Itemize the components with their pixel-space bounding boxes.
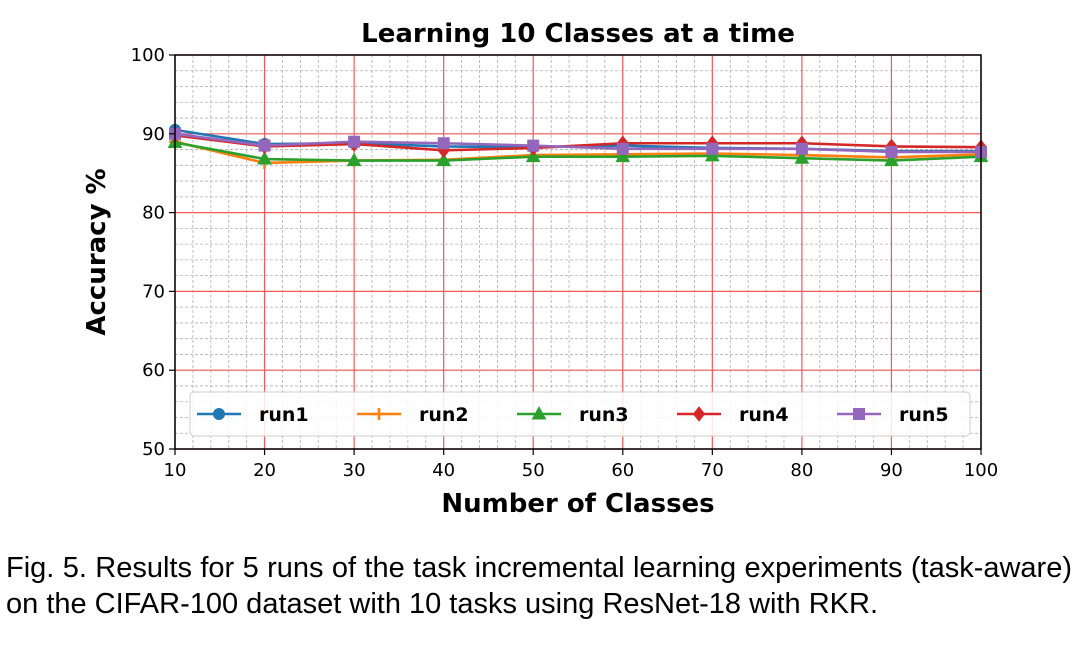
data-point-run3 [257, 150, 272, 165]
series-run3 [167, 134, 989, 167]
x-axis-label: Number of Classes [441, 489, 714, 519]
y-tick-label: 70 [142, 281, 165, 302]
legend-label: run4 [739, 404, 789, 426]
x-tick-label: 70 [701, 460, 724, 481]
figure-caption: Fig. 5. Results for 5 runs of the task i… [6, 552, 1072, 620]
axis-ticks: 10 20 30 40 50 60 70 80 90 100 50 60 70 80 90 100 [131, 45, 999, 481]
chart-title: Learning 10 Classes at a time [361, 19, 795, 49]
legend-marker [213, 408, 225, 420]
x-tick-label: 100 [964, 460, 998, 481]
y-tick-label: 60 [142, 360, 165, 381]
legend-label: run2 [419, 404, 469, 426]
data-point-run5 [258, 139, 271, 152]
y-axis-label: Accuracy % [82, 168, 112, 335]
series-line-run5 [174, 132, 981, 154]
data-point-run3 [884, 152, 899, 167]
legend-item-run2: run2 [357, 404, 469, 426]
x-tick-label: 80 [790, 460, 813, 481]
y-tick-label: 80 [142, 203, 165, 224]
y-tick-label: 90 [142, 124, 165, 145]
grid [174, 54, 982, 450]
legend-marker [853, 408, 865, 420]
legend-item-run3: run3 [517, 404, 629, 426]
legend-item-run5: run5 [837, 404, 949, 426]
series-line-run3 [174, 141, 982, 162]
x-tick-label: 60 [611, 460, 634, 481]
y-tick-label: 50 [142, 439, 165, 460]
legend-item-run4: run4 [677, 404, 789, 426]
legend-marker [531, 405, 547, 420]
data-point-run3 [704, 147, 720, 162]
x-tick-label: 40 [432, 460, 455, 481]
y-tick-label: 100 [131, 45, 165, 66]
data-point-run5 [527, 139, 540, 152]
data-point-run5 [616, 142, 629, 155]
series-run2 [169, 135, 987, 169]
x-tick-label: 90 [880, 460, 903, 481]
accuracy-line-chart: Learning 10 Classes at a time Accuracy %… [82, 19, 999, 519]
data-point-run5 [795, 142, 808, 155]
series-line-run4 [174, 134, 982, 152]
legend-box [189, 391, 971, 437]
legend-label: run1 [259, 404, 309, 426]
series-line-run2 [174, 140, 982, 165]
legend-item-run1: run1 [197, 404, 309, 426]
data-point-run5 [706, 142, 719, 155]
data-point-run3 [615, 148, 631, 163]
legend-marker [692, 406, 706, 422]
x-tick-label: 30 [343, 460, 366, 481]
plot-frame [174, 54, 982, 450]
data-point-run5 [348, 135, 361, 148]
data-point-run3 [794, 150, 810, 164]
data-point-run3 [436, 152, 452, 167]
data-point-run3 [346, 152, 362, 167]
legend-label: run5 [899, 404, 949, 426]
legend-label: run3 [579, 404, 629, 426]
x-tick-label: 20 [253, 460, 276, 481]
data-point-run5 [437, 137, 450, 150]
legend-marker [373, 408, 385, 420]
legend: run1 run2 run3 run4 run5 [189, 391, 971, 437]
series-lines [167, 123, 989, 169]
data-point-run5 [885, 145, 898, 158]
x-tick-label: 50 [522, 460, 545, 481]
x-tick-label: 10 [164, 460, 187, 481]
